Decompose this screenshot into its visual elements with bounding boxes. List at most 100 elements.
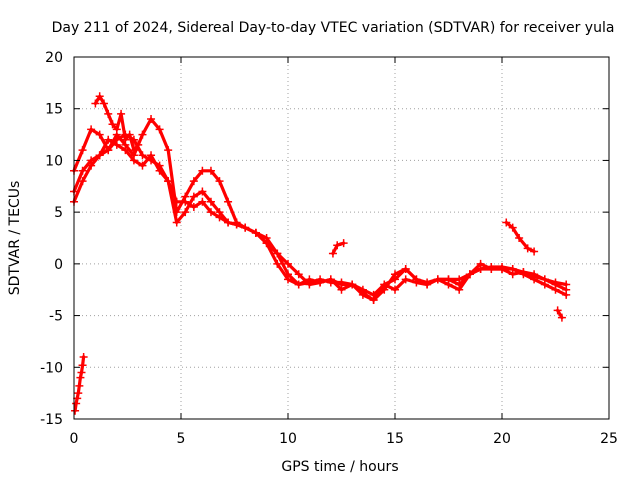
- data-point: [476, 259, 485, 268]
- data-point: [519, 268, 528, 277]
- data-point: [73, 394, 82, 403]
- data-point: [232, 220, 241, 229]
- data-point: [401, 275, 410, 284]
- data-point: [557, 313, 566, 322]
- data-point: [540, 275, 549, 284]
- data-point: [78, 166, 87, 175]
- data-point: [172, 218, 181, 227]
- data-point: [95, 130, 104, 139]
- data-point: [138, 161, 147, 170]
- y-tick-label: 15: [45, 102, 63, 118]
- data-point: [328, 249, 337, 258]
- data-point: [433, 275, 442, 284]
- series-layer: [70, 92, 571, 415]
- data-point: [189, 177, 198, 186]
- data-point: [75, 381, 84, 390]
- data-point: [508, 223, 517, 232]
- series-track-3: [72, 138, 568, 297]
- x-tick-label: 25: [600, 431, 618, 447]
- data-point: [71, 406, 80, 415]
- y-tick-label: 0: [54, 257, 63, 273]
- x-axis-label: GPS time / hours: [281, 459, 398, 475]
- data-point: [112, 125, 121, 134]
- data-point: [262, 234, 271, 242]
- data-point: [181, 208, 190, 217]
- data-point: [348, 280, 357, 289]
- data-point: [121, 146, 130, 155]
- data-point: [78, 361, 87, 370]
- data-point: [206, 166, 215, 175]
- data-point: [523, 244, 532, 253]
- x-tick-label: 0: [70, 431, 79, 447]
- series-track-6: [504, 220, 536, 253]
- data-point: [284, 275, 292, 284]
- data-point: [241, 223, 250, 232]
- data-point: [273, 249, 282, 258]
- data-point: [129, 156, 138, 165]
- grid: [74, 57, 609, 419]
- data-point: [530, 272, 539, 281]
- data-point: [125, 130, 134, 139]
- chart-title: Day 211 of 2024, Sidereal Day-to-day VTE…: [52, 20, 615, 36]
- data-point: [369, 290, 378, 299]
- data-point: [104, 109, 113, 118]
- data-point: [498, 265, 506, 274]
- y-tick-label: -15: [40, 412, 63, 428]
- y-tick-label: 20: [45, 50, 63, 66]
- data-point: [251, 228, 260, 237]
- data-point: [155, 166, 164, 175]
- data-point: [76, 373, 85, 382]
- data-point: [391, 275, 399, 284]
- data-point: [337, 280, 346, 289]
- data-point: [181, 197, 190, 206]
- data-point: [215, 213, 224, 222]
- data-point: [198, 187, 207, 196]
- data-point: [326, 275, 335, 284]
- data-point: [147, 151, 156, 160]
- y-axis-label: SDTVAR / TECUs: [7, 181, 23, 296]
- data-point: [284, 259, 292, 268]
- data-point: [112, 140, 121, 149]
- data-point: [215, 177, 224, 186]
- data-point: [104, 146, 113, 155]
- data-point: [77, 368, 86, 377]
- data-point: [206, 208, 215, 217]
- data-point: [79, 352, 88, 361]
- data-point: [164, 146, 173, 155]
- data-point: [502, 218, 511, 227]
- data-point: [412, 275, 421, 284]
- data-point: [206, 197, 215, 206]
- data-point: [333, 241, 342, 250]
- data-point: [172, 197, 181, 206]
- x-tick-label: 15: [386, 431, 404, 447]
- data-point: [487, 265, 496, 274]
- y-tick-label: 10: [45, 153, 63, 169]
- data-point: [508, 265, 517, 274]
- data-point: [155, 125, 164, 134]
- data-point: [99, 99, 108, 108]
- data-point: [189, 202, 198, 211]
- data-point: [104, 135, 113, 144]
- data-point: [117, 109, 126, 118]
- y-tick-label: 5: [54, 205, 63, 221]
- x-tick-label: 20: [493, 431, 511, 447]
- data-point: [530, 247, 539, 256]
- series-track-1: [72, 117, 568, 302]
- data-point: [423, 280, 432, 289]
- data-point: [455, 275, 464, 284]
- y-tick-label: -10: [40, 360, 63, 376]
- y-axis-ticks: -15 -10 -5 0 5 10 15 20: [40, 50, 609, 428]
- data-point: [553, 306, 562, 315]
- data-point: [121, 135, 130, 144]
- data-point: [95, 92, 104, 101]
- x-tick-label: 5: [177, 431, 186, 447]
- data-point: [551, 280, 560, 289]
- data-point: [224, 197, 233, 206]
- data-point: [294, 270, 303, 279]
- data-point: [380, 280, 389, 289]
- data-point: [465, 270, 474, 279]
- data-point: [316, 278, 325, 287]
- data-point: [147, 115, 156, 124]
- data-point: [198, 197, 207, 206]
